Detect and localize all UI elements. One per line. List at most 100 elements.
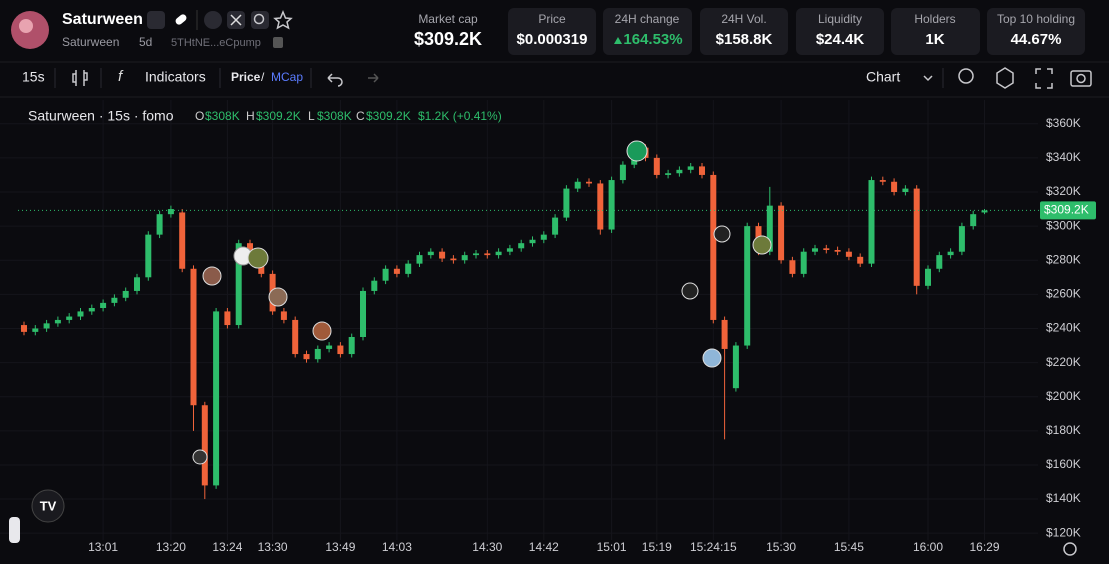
legend-change: $1.2K (+0.41%) [418, 109, 502, 123]
trade-marker[interactable] [268, 287, 288, 307]
candle-body [778, 205, 785, 261]
stat-label: Market cap [418, 12, 478, 26]
candle-body [405, 263, 412, 274]
candle-body [111, 297, 118, 303]
indicators-button[interactable]: Indicators [145, 69, 206, 85]
axis-settings[interactable] [1063, 542, 1077, 556]
y-tick-label: $120K [1046, 525, 1081, 539]
favorite-icon[interactable] [273, 10, 293, 30]
candle-body [721, 319, 728, 349]
stat-value: $158.8K [716, 31, 773, 48]
legend-label: L [308, 109, 315, 123]
stat-value: 164.53% [623, 31, 682, 48]
legend-label: O [195, 109, 204, 123]
redo-button[interactable] [368, 73, 379, 83]
trade-marker[interactable] [312, 321, 332, 341]
zoom-icon[interactable] [958, 68, 974, 84]
candle-body [484, 253, 491, 256]
trade-marker[interactable] [202, 266, 222, 286]
candle-body [314, 348, 321, 360]
candle-body [879, 180, 886, 182]
up-arrow [614, 37, 622, 44]
mcap-toggle[interactable]: MCap [271, 70, 303, 84]
stat-label: Holders [914, 12, 955, 26]
undo-button[interactable] [327, 73, 343, 87]
trade-marker[interactable] [681, 282, 699, 300]
stat-box [796, 8, 884, 55]
price-toggle[interactable]: Price [231, 70, 261, 84]
x-tick-label: 15:45 [834, 540, 864, 554]
search-icon[interactable] [251, 11, 269, 29]
indicators-icon[interactable]: f [118, 68, 124, 85]
x-tick-label: 13:20 [156, 540, 186, 554]
y-tick-label: $160K [1046, 457, 1081, 471]
candle-body [540, 234, 547, 240]
token-age: 5d [139, 35, 152, 49]
candle-body [518, 243, 525, 249]
candle-body [122, 290, 129, 298]
screenshot-icon[interactable] [1070, 70, 1092, 87]
candle-body [845, 251, 852, 257]
trade-marker[interactable] [626, 140, 648, 162]
trade-marker[interactable] [702, 348, 722, 368]
candle-body [156, 214, 163, 235]
candle-body [891, 181, 898, 192]
camera-lens [1076, 73, 1086, 84]
candle-body [88, 308, 95, 312]
current-price-tag [1040, 201, 1096, 220]
token-address[interactable]: 5THtNE...eCpump [171, 37, 261, 49]
candle-body [506, 248, 513, 252]
stat-value: $309.2K [414, 29, 482, 49]
x-tick-label: 13:49 [325, 540, 355, 554]
candle-body [789, 260, 796, 274]
candle-body [868, 180, 875, 264]
candle-body [925, 268, 931, 286]
pill-shape [175, 14, 187, 25]
candle-body [224, 311, 231, 326]
dropdown-icon[interactable] [923, 75, 933, 82]
candle-body [145, 234, 152, 278]
interval-button[interactable]: 15s [22, 69, 45, 85]
fullscreen-icon[interactable] [1035, 68, 1053, 89]
candle-body [665, 173, 672, 175]
candle-body [213, 311, 220, 486]
candle-body [834, 250, 841, 252]
token-name: Saturween [62, 11, 143, 28]
trade-marker[interactable] [713, 225, 731, 243]
sidebar-toggle[interactable] [9, 517, 20, 543]
candle-body [303, 354, 310, 360]
x-tick-label: 15:30 [766, 540, 796, 554]
stat-value: $24.4K [816, 31, 865, 48]
candle-body [495, 251, 502, 256]
chart-menu[interactable]: Chart [866, 69, 900, 85]
candle-body [439, 251, 446, 259]
stat-label: Price [538, 12, 566, 26]
website-icon[interactable] [204, 11, 222, 29]
candle-body [699, 166, 705, 175]
stat-box [603, 8, 692, 55]
candle-body [66, 316, 73, 320]
x-tick-label: 15:24:15 [690, 540, 737, 554]
stat-label: 24H change [615, 12, 680, 26]
candle-body [857, 256, 864, 264]
trade-marker[interactable] [752, 235, 772, 255]
stat-label: Liquidity [818, 12, 862, 26]
candle-body [619, 164, 626, 181]
candle-type-icon[interactable] [72, 70, 88, 86]
y-tick-label: $260K [1046, 287, 1081, 301]
legend-value: $308K [317, 109, 352, 123]
trade-marker[interactable] [192, 449, 208, 465]
candle-body [552, 217, 559, 235]
candle-body [382, 268, 389, 281]
candle-body [913, 188, 920, 286]
menu-icon[interactable] [147, 11, 165, 29]
toggle-separator: / [261, 70, 265, 84]
trade-marker[interactable] [247, 247, 269, 269]
settings-icon[interactable] [996, 67, 1014, 89]
copy-icon[interactable] [273, 37, 283, 48]
candle-body [529, 239, 536, 244]
tradingview-logo[interactable] [31, 489, 65, 523]
stat-box [508, 8, 596, 55]
candle-body [902, 188, 909, 192]
